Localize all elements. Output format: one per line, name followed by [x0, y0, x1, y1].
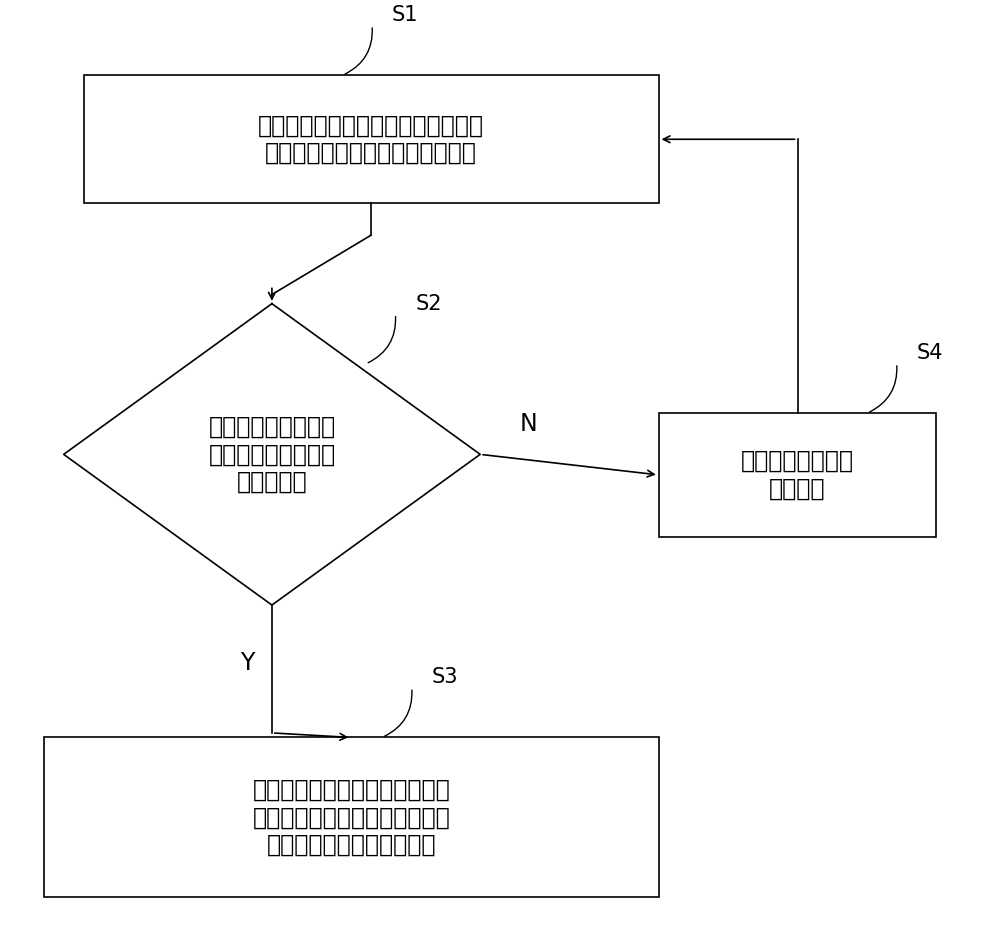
Text: S3: S3: [432, 667, 458, 688]
Text: 发出人脸图像重新
输入提示: 发出人脸图像重新 输入提示: [741, 449, 854, 501]
Text: S1: S1: [392, 5, 418, 25]
Text: N: N: [520, 412, 538, 436]
Text: Y: Y: [240, 651, 254, 674]
Text: 获取病人用户的人脸图像，并根据所
述人脸图像确认病人用户身份信息: 获取病人用户的人脸图像，并根据所 述人脸图像确认病人用户身份信息: [258, 113, 484, 165]
Text: S4: S4: [917, 343, 943, 363]
Text: S2: S2: [415, 294, 442, 313]
Bar: [84, 75, 659, 204]
Text: 判断所述病人用户身
份信息是否存在于病
人信息库中: 判断所述病人用户身 份信息是否存在于病 人信息库中: [208, 415, 335, 494]
Bar: [44, 737, 659, 898]
Polygon shape: [64, 304, 480, 605]
Bar: [659, 414, 936, 537]
Text: 在药品信息库中找出与所述病人
用户身份信息对应的药品信息，
根据药品信息执行出药操作: 在药品信息库中找出与所述病人 用户身份信息对应的药品信息， 根据药品信息执行出药…: [252, 778, 450, 857]
